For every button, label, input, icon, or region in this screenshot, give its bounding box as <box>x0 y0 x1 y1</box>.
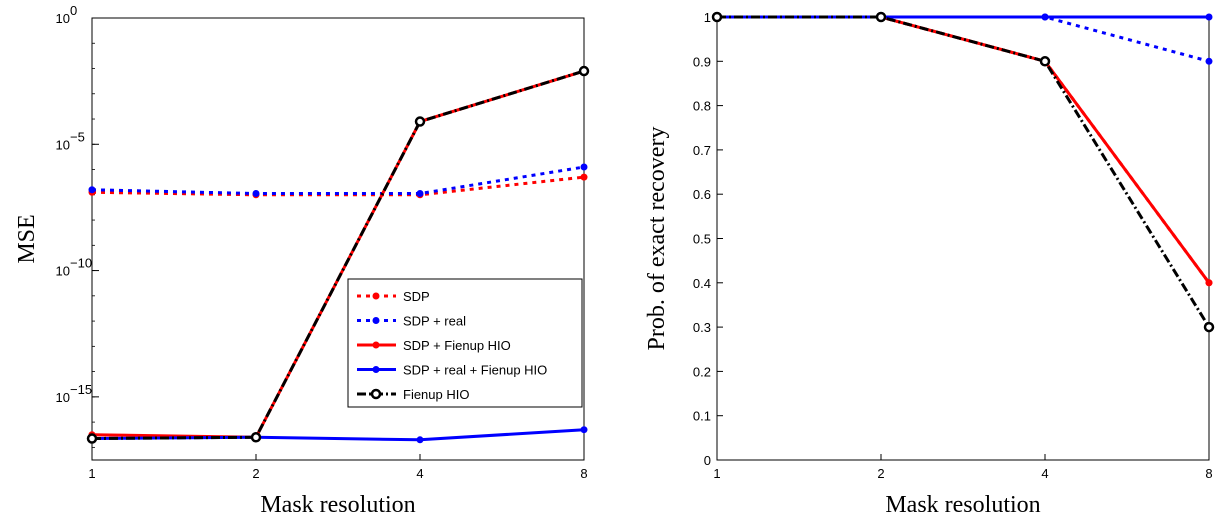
legend-label: SDP <box>403 289 430 304</box>
recovery-ytick-label: 0.8 <box>693 99 711 114</box>
legend-marker <box>372 292 380 300</box>
recovery-ytick-label: 0.5 <box>693 232 711 247</box>
legend-label: SDP + real <box>403 314 466 329</box>
mse-point <box>416 190 424 198</box>
recovery-ytick-label: 0.1 <box>693 409 711 424</box>
recovery-series-line <box>717 15 1211 328</box>
recovery-ylabel: Prob. of exact recovery <box>644 127 670 351</box>
recovery-xtick-label: 4 <box>1041 466 1048 481</box>
mse-ytick-label: 10−15 <box>56 382 93 405</box>
recovery-ytick-label: 1 <box>704 10 711 25</box>
mse-ytick-exponent: −10 <box>70 256 92 271</box>
recovery-ytick-label: 0.7 <box>693 143 711 158</box>
recovery-ytick-label: 0.2 <box>693 364 711 379</box>
mse-xlabel: Mask resolution <box>260 492 415 518</box>
mse-ytick-label: 100 <box>56 3 78 26</box>
recovery-xlabel: Mask resolution <box>885 492 1040 518</box>
mse-ytick-exponent: −5 <box>70 129 85 144</box>
mse-point <box>580 163 588 171</box>
legend: SDP SDP + real SDP + Fienup HIO SDP + real … <box>347 278 583 408</box>
mse-point <box>580 426 588 434</box>
recovery-point <box>1205 279 1213 287</box>
recovery-ytick-label: 0 <box>704 453 711 468</box>
mse-xtick-label: 8 <box>580 466 587 481</box>
recovery-xtick-label: 2 <box>877 466 884 481</box>
mse-ytick-label: 10−10 <box>56 256 93 279</box>
recovery-plot-area <box>716 16 1210 461</box>
mse-point <box>86 433 98 444</box>
recovery-ytick-label: 0.9 <box>693 54 711 69</box>
legend-marker <box>372 317 380 324</box>
mse-ytick-exponent: −15 <box>70 382 92 397</box>
mse-ylabel: MSE <box>14 214 40 263</box>
mse-ytick-label: 10−5 <box>56 129 85 152</box>
mse-ytick-exponent: 0 <box>70 3 77 18</box>
mse-series <box>86 65 590 444</box>
legend-label: Fienup HIO <box>403 387 469 402</box>
recovery-point <box>1205 13 1213 21</box>
mse-point <box>580 173 588 181</box>
legend-box <box>347 278 583 408</box>
mse-point <box>250 432 262 443</box>
recovery-chart: 0 0.1 0.2 0.3 0.4 0.5 0.6 0.7 0.8 0.9 1 1 2 4 8 Mask re… <box>644 10 1215 518</box>
recovery-point <box>1203 321 1215 333</box>
recovery-ytick-label: 0.4 <box>693 276 711 291</box>
legend-label: SDP + Fienup HIO <box>403 338 511 353</box>
mse-series <box>88 163 588 198</box>
mse-series-line <box>91 69 585 441</box>
mse-series-line <box>91 428 585 442</box>
recovery-point <box>875 11 887 23</box>
recovery-ytick-label: 0.3 <box>693 320 711 335</box>
legend-marker <box>372 366 380 373</box>
recovery-point <box>711 11 723 23</box>
mse-point <box>578 65 590 77</box>
legend-label: SDP + real + Fienup HIO <box>403 363 547 378</box>
recovery-xtick-label: 1 <box>713 466 720 481</box>
mse-ytick-mantissa: 10 <box>56 264 70 279</box>
mse-point <box>252 190 260 198</box>
recovery-point <box>1041 13 1049 21</box>
mse-ytick-mantissa: 10 <box>56 11 70 26</box>
mse-ytick-mantissa: 10 <box>56 390 70 405</box>
mse-ytick-mantissa: 10 <box>56 137 70 152</box>
legend-marker <box>372 341 380 349</box>
recovery-xtick-label: 8 <box>1205 466 1212 481</box>
mse-point <box>414 116 426 127</box>
recovery-point <box>1205 57 1213 65</box>
recovery-series <box>711 11 1215 333</box>
mse-xtick-label: 4 <box>416 466 423 481</box>
mse-xtick-label: 1 <box>88 466 95 481</box>
mse-xtick-label: 2 <box>252 466 259 481</box>
legend-marker <box>370 388 382 400</box>
recovery-point <box>1039 56 1051 67</box>
recovery-ytick-label: 0.6 <box>693 187 711 202</box>
mse-point <box>416 436 424 444</box>
mse-point <box>88 186 96 194</box>
mse-series-line <box>91 165 585 196</box>
